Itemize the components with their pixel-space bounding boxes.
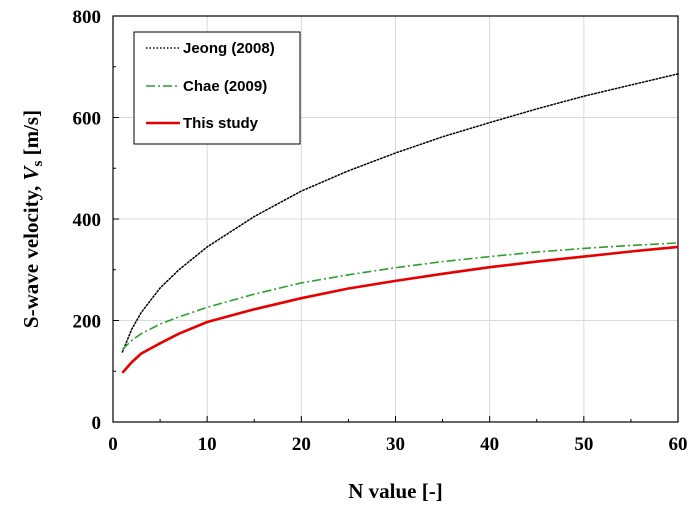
legend-label-this-study: This study [183, 115, 259, 132]
y-tick-label: 400 [73, 210, 102, 231]
y-tick-label: 200 [73, 312, 102, 333]
y-axis-title-symbol: V [19, 165, 43, 181]
legend-box [133, 31, 301, 145]
y-tick-label: 600 [73, 109, 102, 130]
x-tick-label: 0 [108, 434, 118, 455]
x-tick-label: 50 [574, 434, 593, 455]
series-line-this-study [121, 245, 679, 374]
legend: Jeong (2008) Chae (2009) This study [133, 31, 301, 145]
x-tick-label: 60 [669, 434, 688, 455]
series-line-chae [121, 242, 679, 350]
x-tick-label: 40 [480, 434, 499, 455]
x-tick-label: 10 [198, 434, 217, 455]
y-axis-title: S-wave velocity, Vs [m/s] [19, 110, 46, 328]
legend-label-jeong: Jeong (2008) [183, 40, 275, 57]
y-tick-label: 0 [92, 413, 102, 434]
series-layer [121, 73, 679, 374]
x-axis-title: N value [-] [348, 479, 442, 503]
y-tick-label: 800 [73, 7, 102, 28]
series-line-jeong [121, 73, 679, 353]
grid-lines [113, 16, 678, 422]
x-tick-label: 20 [292, 434, 311, 455]
x-tick-label: 30 [386, 434, 405, 455]
y-axis-title-prefix: S-wave velocity, [19, 181, 43, 329]
legend-label-chae: Chae (2009) [183, 78, 267, 95]
y-axis-title-subscript: s [30, 161, 46, 167]
y-axis-title-unit: [m/s] [19, 110, 43, 161]
